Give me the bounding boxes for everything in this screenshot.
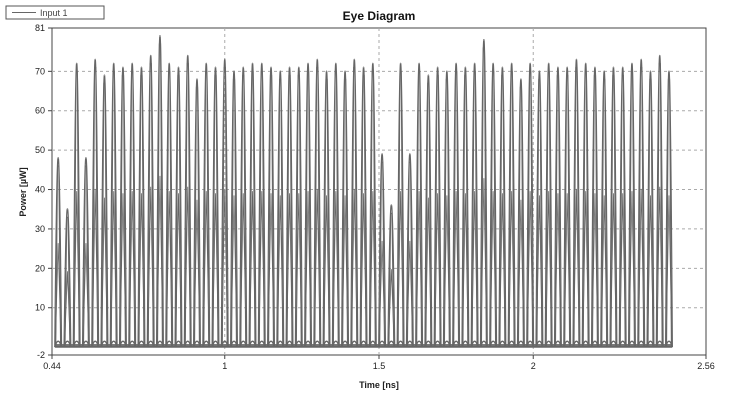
pulse-trace xyxy=(118,66,128,348)
pulse-trace xyxy=(91,58,100,348)
pulse-trace xyxy=(378,153,387,348)
pulse-trace xyxy=(387,204,396,348)
x-axis-ticks: 0.44 1 1.5 2 2.56 xyxy=(43,361,715,371)
y-axis-ticks: -2 10 20 30 40 50 60 70 81 xyxy=(35,23,45,360)
pulse-trace xyxy=(155,35,165,348)
legend: Input 1 xyxy=(5,5,105,20)
x-tick-label: 1 xyxy=(222,361,227,371)
x-tick-label: 2 xyxy=(531,361,536,371)
pulse-trace xyxy=(229,70,239,348)
pulse-trace xyxy=(479,39,488,348)
pulse-trace xyxy=(600,70,609,348)
pulse-trace xyxy=(128,62,137,348)
pulse-trace xyxy=(655,54,664,348)
pulse-trace xyxy=(590,66,600,348)
pulse-trace xyxy=(202,62,211,348)
pulse-trace xyxy=(63,208,72,348)
pulse-trace xyxy=(303,62,313,348)
pulse-trace xyxy=(664,70,674,348)
pulse-trace xyxy=(424,74,433,348)
pulse-trace xyxy=(544,62,553,348)
y-tick-label: 70 xyxy=(35,66,45,76)
pulse-trace xyxy=(211,66,220,348)
pulse-trace xyxy=(618,66,627,348)
x-tick-label: 1.5 xyxy=(373,361,386,371)
pulse-trace xyxy=(489,62,498,348)
pulse-trace xyxy=(396,62,405,348)
pulse-trace xyxy=(100,74,109,348)
pulse-trace xyxy=(507,62,516,348)
pulse-trace xyxy=(368,62,377,348)
y-tick-label: 20 xyxy=(35,263,45,273)
pulse-trace xyxy=(553,66,562,348)
pulse-trace xyxy=(239,66,248,348)
y-tick-label: 10 xyxy=(35,303,45,313)
pulse-trace xyxy=(581,62,590,348)
pulse-trace xyxy=(442,70,451,348)
y-tick-label: 30 xyxy=(35,224,45,234)
pulse-trace xyxy=(183,54,192,348)
legend-entry-label: Input 1 xyxy=(40,8,68,18)
y-tick-label: 40 xyxy=(35,185,45,195)
x-tick-label: 2.56 xyxy=(697,361,715,371)
pulse-trace xyxy=(433,66,442,348)
pulse-trace xyxy=(220,58,229,348)
chart-title: Eye Diagram xyxy=(343,9,416,23)
pulse-trace xyxy=(313,58,322,348)
pulse-trace xyxy=(81,157,91,348)
pulse-trace xyxy=(276,70,285,348)
pulse-trace xyxy=(146,54,155,348)
pulse-trace xyxy=(54,157,63,348)
pulse-trace xyxy=(350,58,359,348)
pulse-trace xyxy=(72,62,81,348)
pulse-trace xyxy=(341,70,350,348)
y-tick-label: 50 xyxy=(35,145,45,155)
legend-box xyxy=(5,5,105,20)
y-axis-label: Power [µW] xyxy=(18,167,28,216)
pulse-trace xyxy=(516,78,525,348)
pulse-trace xyxy=(461,66,470,348)
pulse-trace xyxy=(609,66,618,348)
pulse-trace xyxy=(498,66,507,348)
x-tick-label: 0.44 xyxy=(43,361,61,371)
eye-trace-layer xyxy=(54,35,674,348)
pulse-trace xyxy=(415,62,424,348)
y-tick-label: -2 xyxy=(37,350,45,360)
y-tick-label: 81 xyxy=(35,23,45,33)
pulse-trace xyxy=(563,66,572,348)
pulse-trace xyxy=(174,66,183,348)
pulse-trace xyxy=(137,66,146,348)
pulse-trace xyxy=(322,70,331,348)
pulse-trace xyxy=(526,62,535,348)
pulse-trace xyxy=(452,62,461,348)
pulse-trace xyxy=(192,78,202,348)
pulse-trace xyxy=(294,66,303,348)
pulse-trace xyxy=(535,70,544,348)
pulse-trace xyxy=(109,62,118,348)
pulse-trace xyxy=(285,66,294,348)
pulse-trace xyxy=(637,58,646,348)
pulse-trace xyxy=(165,62,174,348)
pulse-trace xyxy=(248,62,257,348)
pulse-trace xyxy=(627,62,637,348)
pulse-trace xyxy=(470,62,479,348)
pulse-trace xyxy=(646,70,655,348)
y-tick-label: 60 xyxy=(35,106,45,116)
pulse-trace xyxy=(405,153,414,348)
pulse-trace xyxy=(359,66,368,348)
pulse-trace xyxy=(257,62,266,348)
pulse-trace xyxy=(572,58,581,348)
x-axis-label: Time [ns] xyxy=(359,380,399,390)
pulse-trace xyxy=(331,62,340,348)
pulse-trace xyxy=(266,66,276,348)
